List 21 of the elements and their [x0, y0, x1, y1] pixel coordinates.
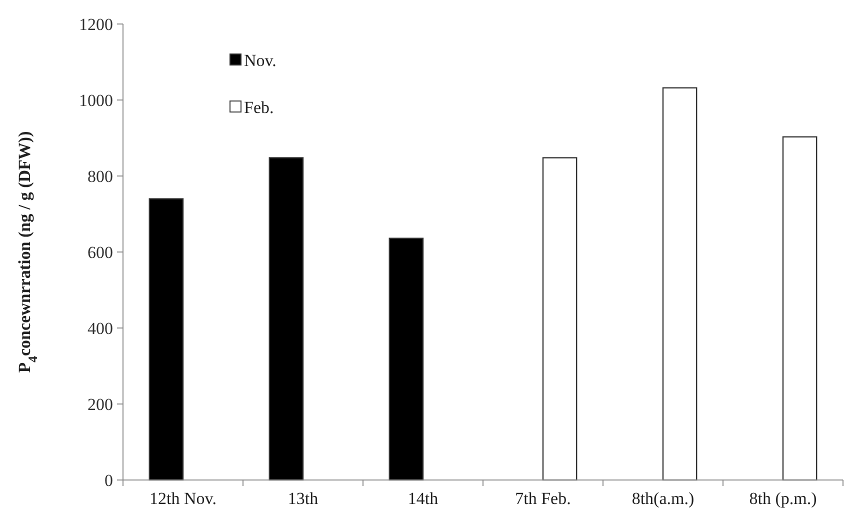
- legend-label: Feb.: [244, 98, 274, 117]
- bar: [782, 136, 818, 481]
- y-tick-label: 1000: [79, 90, 113, 110]
- x-tick-label: 8th(a.m.): [632, 489, 694, 508]
- legend-label: Nov.: [244, 50, 276, 70]
- bar: [662, 87, 698, 481]
- x-tick-label: 13th: [288, 489, 319, 508]
- x-tick-label: 14th: [408, 489, 439, 508]
- bar: [388, 238, 424, 481]
- y-tick-label: 400: [88, 318, 113, 338]
- x-tick-label: 8th (p.m.): [749, 489, 817, 508]
- y-tick-label: 0: [104, 470, 113, 490]
- bar: [542, 157, 578, 481]
- x-tick-label: 7th Feb.: [515, 489, 571, 508]
- bar: [148, 198, 184, 481]
- x-tick-label: 12th Nov.: [150, 489, 216, 508]
- bar: [268, 157, 304, 481]
- y-tick-label: 200: [88, 394, 113, 414]
- y-tick-label: 1200: [79, 14, 113, 34]
- y-tick-label: 600: [88, 242, 113, 262]
- y-tick-label: 800: [88, 166, 113, 186]
